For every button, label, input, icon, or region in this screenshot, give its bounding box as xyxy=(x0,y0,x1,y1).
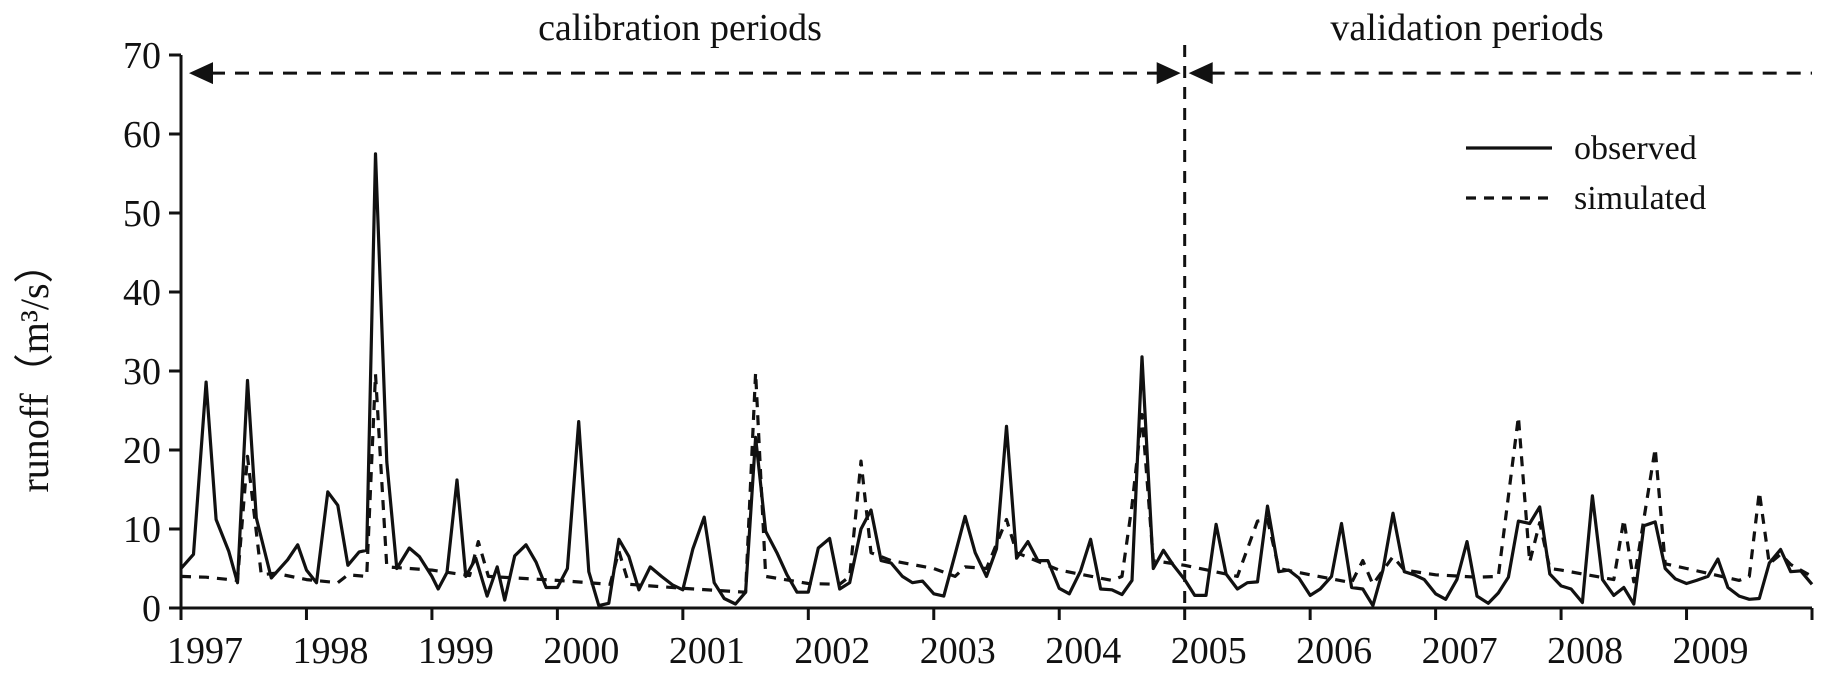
x-tick-label: 2003 xyxy=(920,630,996,672)
y-tick-label: 20 xyxy=(123,430,161,472)
period-annotations: calibration periods validation periods xyxy=(189,7,1812,608)
y-tick-label: 30 xyxy=(123,351,161,393)
y-axis-label: runoff（m³/s） xyxy=(12,243,57,492)
validation-period-label: validation periods xyxy=(1330,7,1603,49)
calibration-arrowhead-right xyxy=(1156,62,1181,85)
x-tick-label: 2004 xyxy=(1045,630,1121,672)
x-tick-label: 1997 xyxy=(167,630,243,672)
x-tick-label: 2009 xyxy=(1673,630,1749,672)
x-tick-label: 1998 xyxy=(292,630,368,672)
y-tick-label: 10 xyxy=(123,509,161,551)
x-tick-label: 2000 xyxy=(543,630,619,672)
legend-label-simulated: simulated xyxy=(1574,180,1706,217)
x-tick-label: 2006 xyxy=(1296,630,1372,672)
y-tick-label: 40 xyxy=(123,272,161,314)
legend: observed simulated xyxy=(1466,130,1706,217)
x-tick-label: 1999 xyxy=(418,630,494,672)
x-tick-label: 2007 xyxy=(1422,630,1498,672)
calibration-period-label: calibration periods xyxy=(538,7,822,49)
x-tick-label: 2008 xyxy=(1547,630,1623,672)
x-tick-label: 2005 xyxy=(1171,630,1247,672)
validation-arrowhead-left xyxy=(1188,62,1213,85)
y-tick-label: 50 xyxy=(123,193,161,235)
series-line-observed xyxy=(179,152,1814,608)
axes xyxy=(179,55,1812,610)
legend-label-observed: observed xyxy=(1574,130,1697,167)
y-axis-ticks: 0 10 20 30 40 50 60 70 xyxy=(123,35,181,630)
calibration-arrowhead-left xyxy=(189,62,213,85)
x-tick-label: 2002 xyxy=(794,630,870,672)
y-tick-label: 60 xyxy=(123,114,161,156)
data-series xyxy=(179,152,1814,608)
series-line-simulated xyxy=(180,371,1813,594)
y-tick-label: 70 xyxy=(123,35,161,77)
y-tick-label: 0 xyxy=(142,588,161,630)
x-axis-ticks: 1997 1998 1999 2000 2001 2002 2003 2004 2005 2006… xyxy=(167,608,1814,672)
x-tick-label: 2001 xyxy=(669,630,745,672)
